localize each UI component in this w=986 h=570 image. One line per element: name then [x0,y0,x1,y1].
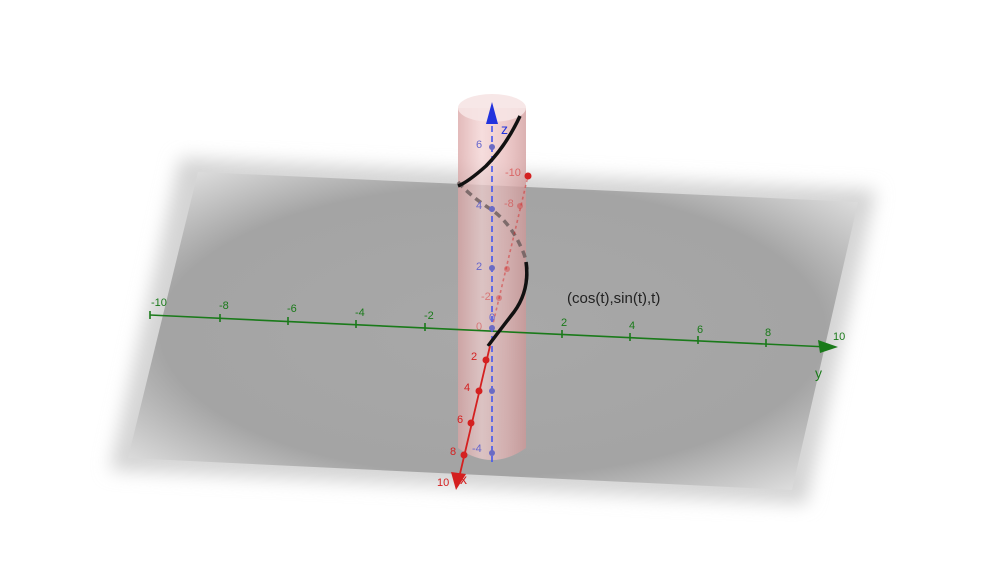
y-tick-label: 10 [833,331,845,343]
z-tick-label: 0 [489,312,495,324]
z-axis-name: z [501,121,508,137]
x-axis-far-part: -10 -8 -2 0 [476,167,532,333]
curve-label[interactable]: (cos(t),sin(t),t) [567,290,660,307]
x-tick-label: -2 [481,291,491,303]
x-axis: 2 4 6 8 10 x [437,345,491,490]
helix-curve-visible [457,115,529,348]
y-tick-label: 8 [765,327,771,339]
x-tick-label: -10 [505,167,521,179]
x-tick-label: 4 [464,382,470,394]
y-tick-label: -2 [424,310,434,322]
x-axis-far-endpoint [524,172,532,180]
x-tick-label: 10 [437,477,449,489]
x-tick-label: 6 [457,414,463,426]
x-tick-label: 2 [471,351,477,363]
z-axis-arrow-icon [486,102,498,124]
y-tick-label: -10 [151,297,167,309]
x-tick-label: -8 [504,198,514,210]
y-tick-label: 6 [697,324,703,336]
z-axis: 6 4 2 0 -4 z [472,102,508,462]
y-axis-arrow-icon [818,340,838,353]
y-tick-label: -6 [287,303,297,315]
x-tick-label: 8 [450,446,456,458]
z-tick-label: 6 [476,139,482,151]
z-tick-label: 2 [476,261,482,273]
x-axis-name: x [460,471,467,487]
y-tick-label: -4 [355,307,365,319]
z-tick-label: -4 [472,443,482,455]
y-axis-name: y [815,365,822,381]
y-tick-label: 2 [561,317,567,329]
x-tick-label: 0 [476,321,482,333]
y-tick-label: 4 [629,320,635,332]
x-axis-arrow-icon [451,472,466,490]
y-tick-label: -8 [219,300,229,312]
y-axis: -10 -8 -6 -4 -2 2 4 6 8 10 y [149,297,845,381]
z-tick-label: 4 [476,200,482,212]
